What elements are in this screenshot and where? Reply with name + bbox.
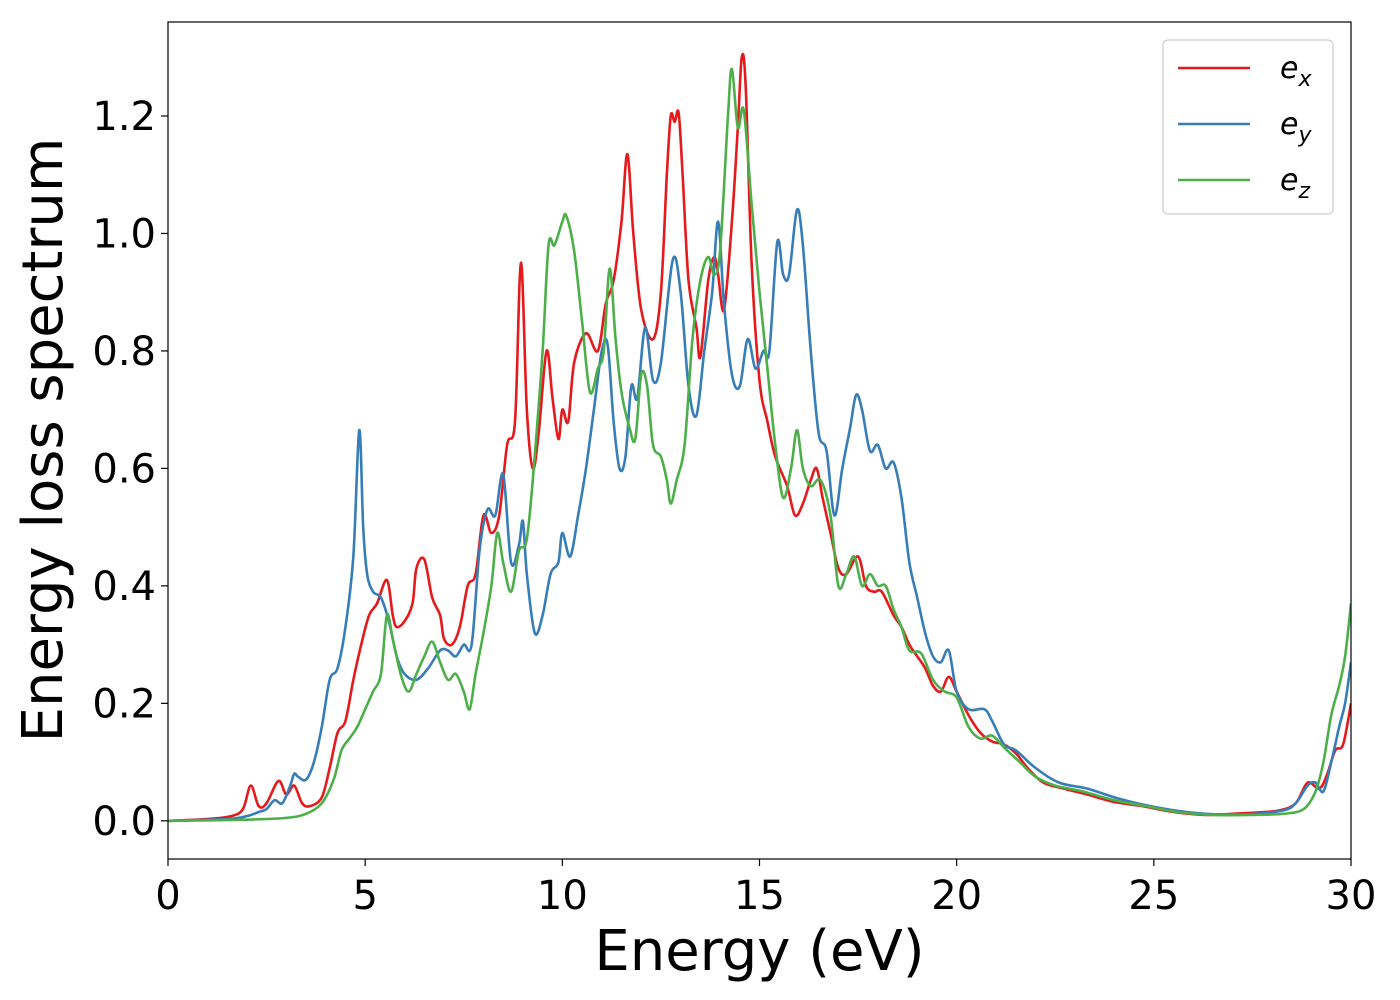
x-tick-label: 25	[1128, 873, 1179, 919]
y-tick-label: 0.6	[92, 446, 156, 492]
y-tick-label: 0.0	[92, 799, 156, 845]
x-tick-label: 0	[155, 873, 180, 919]
x-tick-label: 10	[537, 873, 588, 919]
y-tick-label: 0.8	[92, 329, 156, 375]
x-tick-label: 20	[931, 873, 982, 919]
y-tick-label: 0.4	[92, 564, 156, 610]
x-tick-label: 15	[734, 873, 785, 919]
y-tick-label: 0.2	[92, 681, 156, 727]
x-axis-ticks: 0 5 10 15 20 25 30	[155, 859, 1376, 919]
series-line-ez	[168, 67, 1351, 823]
legend-label-ez: ez	[1280, 163, 1310, 204]
y-tick-label: 1.2	[92, 94, 156, 140]
series-line-ey	[168, 207, 1351, 823]
legend-subscript: y	[1297, 123, 1312, 148]
series-line-ex	[168, 52, 1351, 823]
legend-subscript: z	[1297, 179, 1310, 204]
y-tick-label: 1.0	[92, 211, 156, 257]
legend-box	[1162, 39, 1334, 215]
x-axis-title: Energy (eV)	[594, 919, 924, 984]
x-tick-label: 5	[352, 873, 377, 919]
y-axis-ticks: 0.0 0.2 0.4 0.6 0.8 1.0 1.2	[92, 94, 168, 845]
series-layer	[168, 52, 1351, 823]
x-tick-label: 30	[1326, 873, 1377, 919]
legend-subscript: x	[1297, 67, 1312, 92]
y-axis-title: Energy loss spectrum	[11, 138, 76, 743]
